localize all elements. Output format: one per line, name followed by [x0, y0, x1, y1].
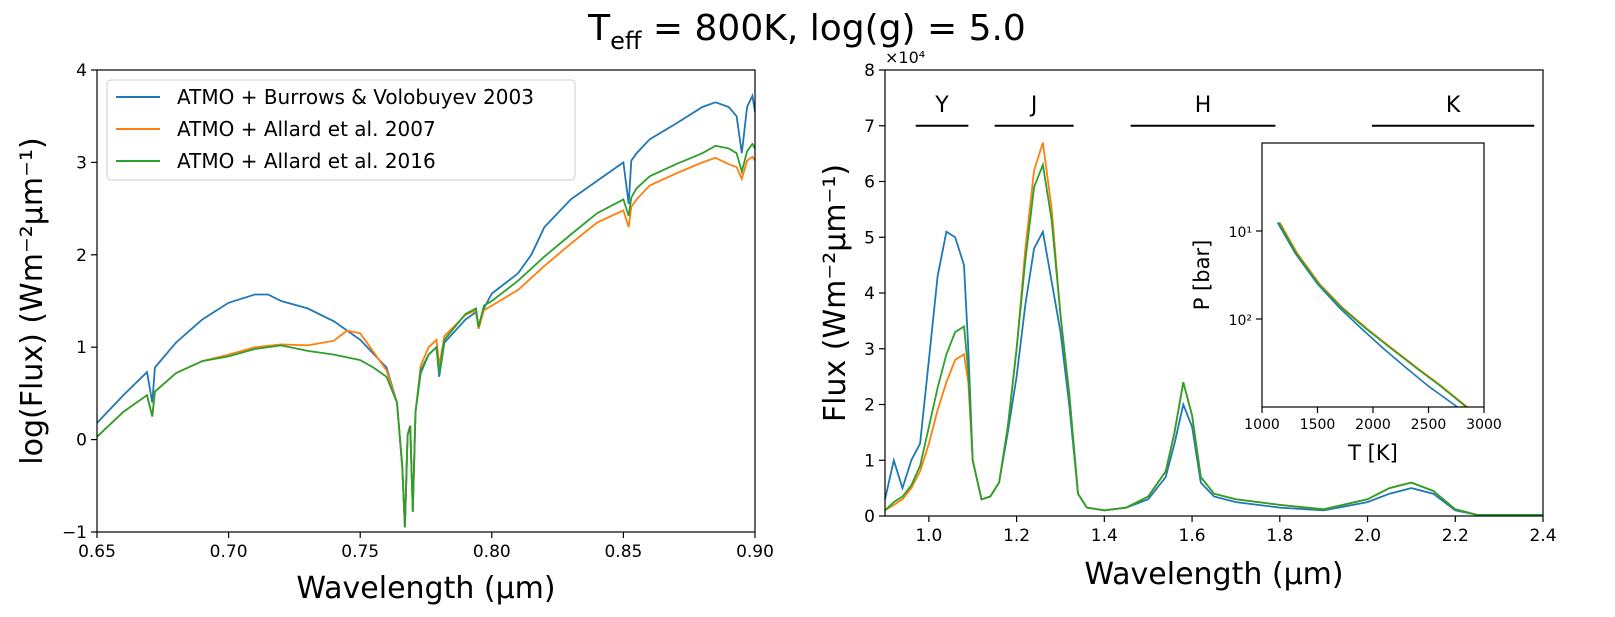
- series-burrows-inset: [1276, 222, 1458, 408]
- y-tick-label: 6: [864, 173, 875, 193]
- y-tick-label: 10²: [1229, 313, 1252, 329]
- x-tick-label: 1500: [1300, 417, 1336, 433]
- series-burrows-left: [96, 92, 756, 528]
- y-tick-label: 1: [864, 451, 875, 471]
- left-y-axis-label: log(Flux) (Wm⁻²μm⁻¹): [15, 137, 50, 464]
- y-tick-label: 10¹: [1229, 225, 1252, 241]
- inset-plot-area: [1276, 222, 1468, 408]
- legend-box: [106, 79, 576, 181]
- inset-y-ticks: 10¹ 10²: [1229, 225, 1262, 329]
- x-tick-label: 3000: [1466, 417, 1502, 433]
- right-plot-area: [884, 142, 1543, 516]
- left-x-ticks: 0.65 0.70 0.75 0.80 0.85 0.90: [78, 532, 774, 562]
- series-burrows-right: [884, 228, 1543, 516]
- inset-background: [1262, 143, 1484, 407]
- x-tick-label: 2000: [1355, 417, 1391, 433]
- right-y-axis-label: Flux (Wm⁻²μm⁻¹): [818, 164, 853, 422]
- left-y-ticks: −1 0 1 2 3 4: [62, 61, 97, 543]
- legend-label-burrows: ATMO + Burrows & Volobuyev 2003: [177, 85, 534, 109]
- x-tick-label: 1.6: [1179, 526, 1206, 546]
- x-tick-label: 0.80: [473, 542, 511, 562]
- legend: ATMO + Burrows & Volobuyev 2003 ATMO + A…: [106, 79, 576, 181]
- y-tick-label: 3: [864, 340, 875, 360]
- right-x-ticks: 1.0 1.2 1.4 1.6 1.8 2.0 2.2 2.4: [915, 516, 1557, 546]
- y-tick-label: 0: [76, 431, 87, 451]
- inset: 1000 1500 2000 2500 3000 10¹ 10² T [K] P [bar…: [1190, 142, 1502, 465]
- y-tick-label: 8: [864, 61, 875, 81]
- x-tick-label: 0.65: [78, 542, 116, 562]
- legend-label-allard2007: ATMO + Allard et al. 2007: [177, 117, 436, 141]
- y-tick-label: 4: [864, 284, 875, 304]
- title-main: T: [587, 8, 611, 49]
- legend-label-allard2016: ATMO + Allard et al. 2016: [177, 149, 436, 173]
- x-tick-label: 1000: [1244, 417, 1280, 433]
- x-tick-label: 2.2: [1442, 526, 1469, 546]
- x-tick-label: 0.90: [736, 542, 774, 562]
- y-tick-label: 3: [76, 153, 87, 173]
- x-tick-label: 1.0: [915, 526, 942, 546]
- y-tick-label: 2: [76, 246, 87, 266]
- x-tick-label: 0.70: [210, 542, 248, 562]
- y-tick-label: 1: [76, 338, 87, 358]
- band-label-Y: Y: [934, 93, 949, 118]
- left-plot-area: [96, 92, 756, 528]
- x-tick-label: 2.4: [1529, 526, 1556, 546]
- series-allard2007-left: [96, 155, 756, 528]
- x-tick-label: 1.2: [1003, 526, 1030, 546]
- y-tick-label: 4: [76, 61, 87, 81]
- x-tick-label: 2500: [1411, 417, 1447, 433]
- series-allard2016-left: [96, 142, 756, 528]
- band-label-J: J: [1029, 93, 1038, 118]
- y-tick-label: 7: [864, 117, 875, 137]
- x-tick-label: 0.85: [604, 542, 642, 562]
- inset-x-axis-label: T [K]: [1347, 441, 1398, 465]
- left-panel: 0.65 0.70 0.75 0.80 0.85 0.90 −1 0 1 2 3 4 Wavelen…: [15, 61, 774, 606]
- left-axes-frame: [96, 69, 756, 533]
- inset-y-axis-label: P [bar]: [1190, 240, 1214, 311]
- y-tick-label: −1: [62, 523, 87, 543]
- title-rest: = 800K, log(g) = 5.0: [641, 8, 1025, 49]
- y-tick-label: 5: [864, 228, 875, 248]
- right-x-axis-label: Wavelength (μm): [1084, 557, 1343, 592]
- x-tick-label: 2.0: [1354, 526, 1381, 546]
- band-label-K: K: [1446, 93, 1461, 118]
- right-offset-text: ×10⁴: [885, 48, 925, 67]
- figure-title: Teff = 800K, log(g) = 5.0: [587, 8, 1026, 55]
- x-tick-label: 1.8: [1266, 526, 1293, 546]
- title-subscript: eff: [610, 27, 642, 55]
- series-allard2016-right: [884, 161, 1543, 516]
- inset-x-ticks: 1000 1500 2000 2500 3000: [1244, 407, 1502, 433]
- band-label-H: H: [1195, 93, 1212, 118]
- left-x-axis-label: Wavelength (μm): [296, 571, 555, 606]
- series-allard2016-inset: [1278, 222, 1467, 408]
- y-tick-label: 0: [864, 507, 875, 527]
- right-y-ticks: 0 1 2 3 4 5 6 7 8: [864, 61, 885, 527]
- x-tick-label: 0.75: [341, 542, 379, 562]
- x-tick-label: 1.4: [1091, 526, 1118, 546]
- y-tick-label: 2: [864, 396, 875, 416]
